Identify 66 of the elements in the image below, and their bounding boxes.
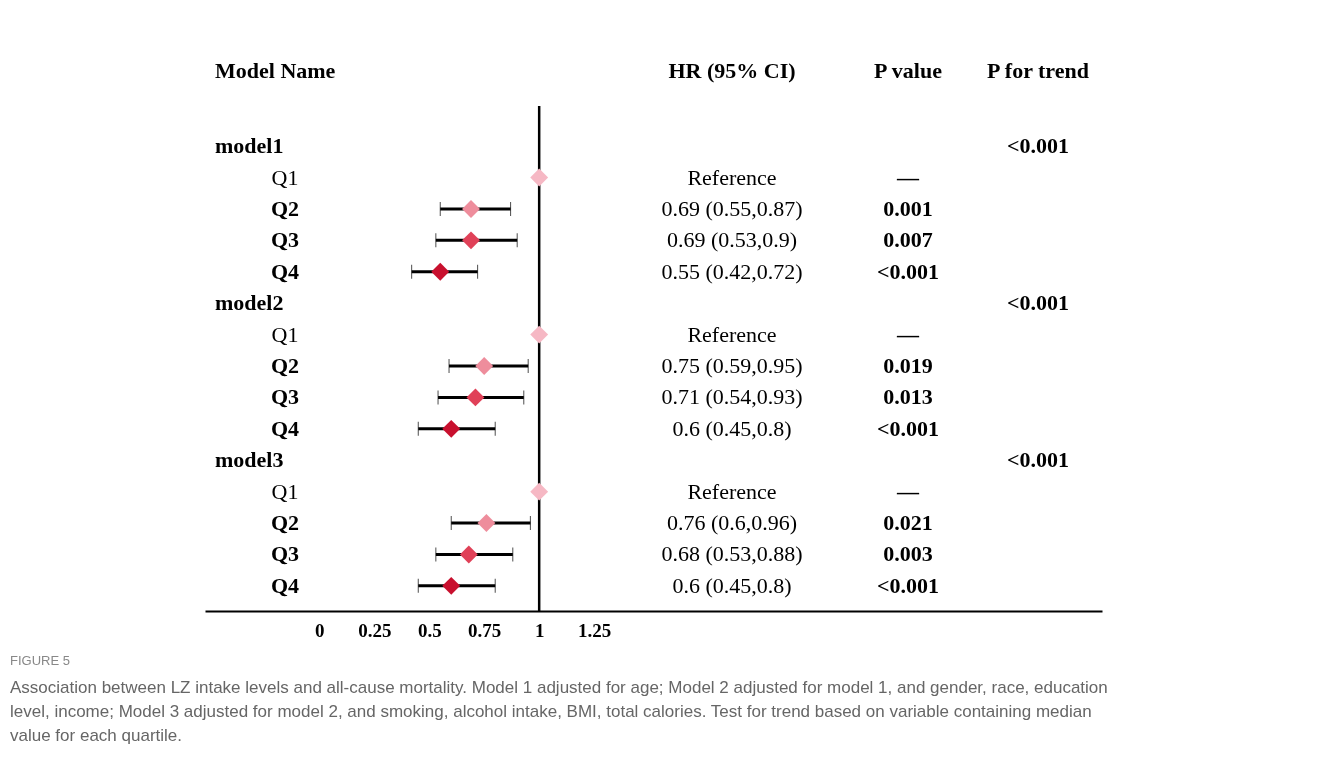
y-tick-label: Q4	[270, 415, 300, 441]
annotation: <0.001	[876, 415, 940, 441]
y-tick-label: Q3	[270, 384, 300, 410]
annotation: 0.71 (0.54,0.93)	[661, 384, 803, 410]
point	[459, 545, 478, 564]
text: P for trend	[987, 58, 1089, 83]
x-tick-label: 1.25	[578, 619, 612, 641]
y-tick-label: Q2	[270, 510, 300, 536]
x-tick-label: 0.75	[468, 619, 502, 641]
annotation: Reference	[687, 478, 777, 504]
y-tick-label: Q2	[270, 353, 300, 378]
annotation: 0.6 (0.45,0.8)	[672, 415, 792, 441]
point	[442, 576, 461, 595]
annotation: 0.003	[883, 541, 933, 567]
y-tick-label: Q3	[270, 227, 300, 253]
annotation: Reference	[687, 164, 777, 190]
point	[462, 200, 480, 218]
annotation: —	[896, 321, 920, 347]
text: HR (95% CI)	[668, 58, 796, 83]
annotation: 0.007	[883, 227, 933, 253]
point	[431, 262, 450, 281]
annotation: —	[896, 478, 920, 504]
y-tick-label: Q1	[271, 321, 299, 347]
annotation: 0.76 (0.6,0.96)	[666, 510, 798, 536]
y-tick-label: model1	[215, 133, 284, 159]
annotation: Reference	[687, 321, 777, 347]
annotation: 0.021	[883, 510, 933, 536]
caption: FIGURE 5	[10, 653, 70, 668]
x-tick-label: 0.5	[417, 619, 442, 641]
annotation: 0.75 (0.59,0.95)	[661, 353, 803, 378]
annotation: —	[896, 164, 920, 190]
annotation: 0.68 (0.53,0.88)	[661, 541, 803, 567]
x-tick-label: 1	[534, 619, 545, 641]
point	[530, 168, 549, 187]
point	[442, 419, 461, 438]
y-tick-label: Q4	[270, 572, 300, 598]
point	[530, 325, 549, 344]
y-tick-label: Q4	[270, 258, 300, 284]
annotation: <0.001	[1006, 133, 1070, 159]
annotation: 0.013	[883, 384, 933, 410]
text: Association between LZ intake levels and all-cause mortality. Model 1 adjusted for age; Model 2 adjusted for model 1, and gender, race, education level, income; Model 3 adjusted for model 2, and smoking, alcohol intake, BMI, total calories. Test for trend based on variable containing median value for each quartile.	[10, 678, 1108, 745]
x-tick-label: 0.25	[358, 619, 392, 641]
y-tick-label: model2	[215, 290, 284, 316]
x-tick-label: 0	[315, 619, 325, 641]
point	[477, 514, 496, 532]
annotation: <0.001	[876, 572, 940, 598]
y-tick-label: Q3	[270, 541, 300, 567]
point	[462, 231, 480, 250]
annotation: 0.019	[883, 353, 933, 378]
point	[530, 482, 549, 501]
y-axis-title: Model Name	[215, 58, 336, 83]
annotation: <0.001	[1006, 290, 1070, 316]
y-tick-label: Q1	[271, 164, 299, 190]
annotation: 0.001	[883, 195, 933, 221]
y-tick-label: model3	[215, 447, 284, 473]
annotation: 0.6 (0.45,0.8)	[672, 572, 792, 598]
point	[475, 357, 494, 375]
annotation: <0.001	[1006, 447, 1070, 473]
y-tick-label: Q1	[271, 478, 299, 504]
annotation: 0.55 (0.42,0.72)	[661, 258, 803, 284]
annotation: <0.001	[876, 258, 940, 284]
y-tick-label: Q2	[270, 195, 300, 221]
point	[466, 388, 485, 407]
annotation: 0.69 (0.55,0.87)	[661, 195, 803, 221]
annotation: 0.69 (0.53,0.9)	[666, 227, 798, 253]
text: P value	[874, 58, 943, 83]
